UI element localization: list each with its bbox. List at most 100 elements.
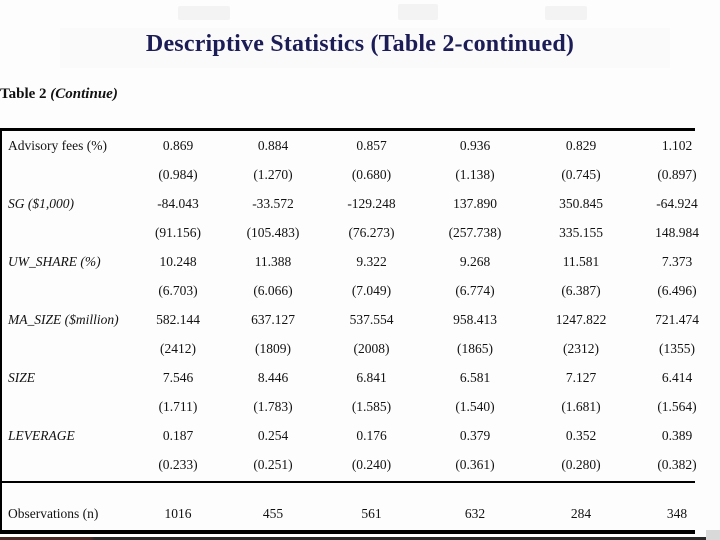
row-label-empty [0,160,131,189]
sd-cell: (0.240) [351,456,392,472]
sd-cell: 148.984 [655,224,699,240]
table-row: (91.156) (105.483) (76.273) (257.738) 33… [0,218,720,247]
sd-cell: (6.387) [561,282,601,298]
table-row: LEVERAGE 0.187 0.254 0.176 0.379 0.352 0… [0,421,720,450]
sd-cell: (0.361) [455,456,495,472]
row-label-empty [0,450,131,479]
scan-artifact [178,6,230,20]
sd-cell: (0.984) [158,166,198,182]
obs-value: 561 [361,506,382,521]
sd-cell: (1865) [457,340,493,356]
observations-label: Observations (n) [8,506,99,521]
mean-cell: 0.869 [162,137,194,153]
sd-cell: (0.897) [657,166,697,182]
table-row: (2412) (1809) (2008) (1865) (2312) (1355… [0,334,720,363]
sd-cell: (1.540) [455,398,495,414]
title-background-band [60,28,670,68]
mean-cell: 1247.822 [555,311,607,327]
mean-cell: -33.572 [252,195,294,211]
mean-cell: 7.373 [661,253,693,269]
mean-cell: 0.389 [661,427,693,443]
mean-cell: 0.352 [565,427,597,443]
slide-title: Descriptive Statistics (Table 2-continue… [145,31,575,57]
mean-cell: 1.102 [661,137,693,153]
mean-cell: 6.841 [356,369,387,385]
sd-cell: (91.156) [154,224,202,240]
sd-cell: (257.738) [448,224,502,240]
mean-cell: 8.446 [257,369,289,385]
table-caption-italic: (Continue) [50,86,118,102]
mean-cell: 0.176 [356,427,387,443]
sd-cell: (105.483) [246,224,300,240]
table-row: (6.703) (6.066) (7.049) (6.774) (6.387) … [0,276,720,305]
obs-value: 632 [464,506,486,521]
table-row: SIZE 7.546 8.446 6.841 6.581 7.127 6.414 [0,363,720,392]
sd-cell: (2412) [160,340,196,356]
table-row: SG ($1,000) -84.043 -33.572 -129.248 137… [0,189,720,218]
sd-cell: (0.280) [561,456,601,472]
sd-cell: (0.233) [158,456,198,472]
sd-cell: (0.382) [657,456,697,472]
obs-value: 455 [262,506,284,521]
table-left-edge-line [0,128,2,534]
scan-artifact [545,6,587,20]
sd-cell: (1.270) [253,166,293,182]
mean-cell: 7.127 [565,369,597,385]
bottom-right-corner-patch [706,530,720,540]
sd-cell: 335.155 [559,224,603,240]
sd-cell: (0.745) [561,166,601,182]
sd-cell: (1.138) [455,166,495,182]
table-row: UW_SHARE (%) 10.248 11.388 9.322 9.268 1… [0,247,720,276]
table-row: (1.711) (1.783) (1.585) (1.540) (1.681) … [0,392,720,421]
mean-cell: 0.936 [459,137,491,153]
sd-cell: (6.774) [455,282,495,298]
slide-bottom-edge-strip [0,537,707,540]
sd-cell: (1.681) [561,398,601,414]
row-label: Advisory fees (%) [8,137,107,153]
mean-cell: 0.254 [257,427,289,443]
table-bottom-rule [0,530,695,534]
row-label-empty [0,276,131,305]
table-caption: Table 2 (Continue) [0,86,118,103]
sd-cell: (6.703) [158,282,198,298]
row-label: SIZE [8,369,35,385]
sd-cell: (76.273) [348,224,395,240]
mean-cell: 350.845 [559,195,603,211]
mean-cell: -129.248 [347,195,396,211]
mean-cell: 6.581 [459,369,491,385]
table-top-rule [0,128,695,131]
mean-cell: 137.890 [453,195,497,211]
table-row: (0.984) (1.270) (0.680) (1.138) (0.745) … [0,160,720,189]
sd-cell: (1809) [255,340,291,356]
sd-cell: (1.564) [657,398,697,414]
scan-artifact [398,4,438,20]
mean-cell: 537.554 [349,311,394,327]
obs-value: 348 [666,506,688,521]
table-row: MA_SIZE ($million) 582.144 637.127 537.5… [0,305,720,334]
stats-table: Advisory fees (%) 0.869 0.884 0.857 0.93… [0,131,720,479]
sd-cell: (2008) [353,340,390,356]
mean-cell: 721.474 [655,311,699,327]
mean-cell: -64.924 [656,195,698,211]
row-label-empty [0,334,131,363]
mean-cell: 6.414 [661,369,693,385]
mean-cell: 582.144 [156,311,200,327]
mean-cell: 11.388 [254,253,292,269]
mean-cell: 9.268 [459,253,491,269]
mean-cell: 0.857 [356,137,387,153]
mean-cell: 7.546 [162,369,194,385]
sd-cell: (6.496) [657,282,697,298]
mean-cell: 0.884 [257,137,289,153]
table-caption-bold: Table 2 [0,86,51,102]
row-label: SG ($1,000) [8,195,74,211]
sd-cell: (7.049) [351,282,392,298]
row-label-empty [0,218,131,247]
mean-cell: 958.413 [453,311,497,327]
mean-cell: -84.043 [157,195,199,211]
sd-cell: (1.711) [158,398,198,414]
table-mid-rule [0,481,695,483]
mean-cell: 9.322 [356,253,387,269]
sd-cell: (1.585) [351,398,392,414]
sd-cell: (0.680) [351,166,392,182]
